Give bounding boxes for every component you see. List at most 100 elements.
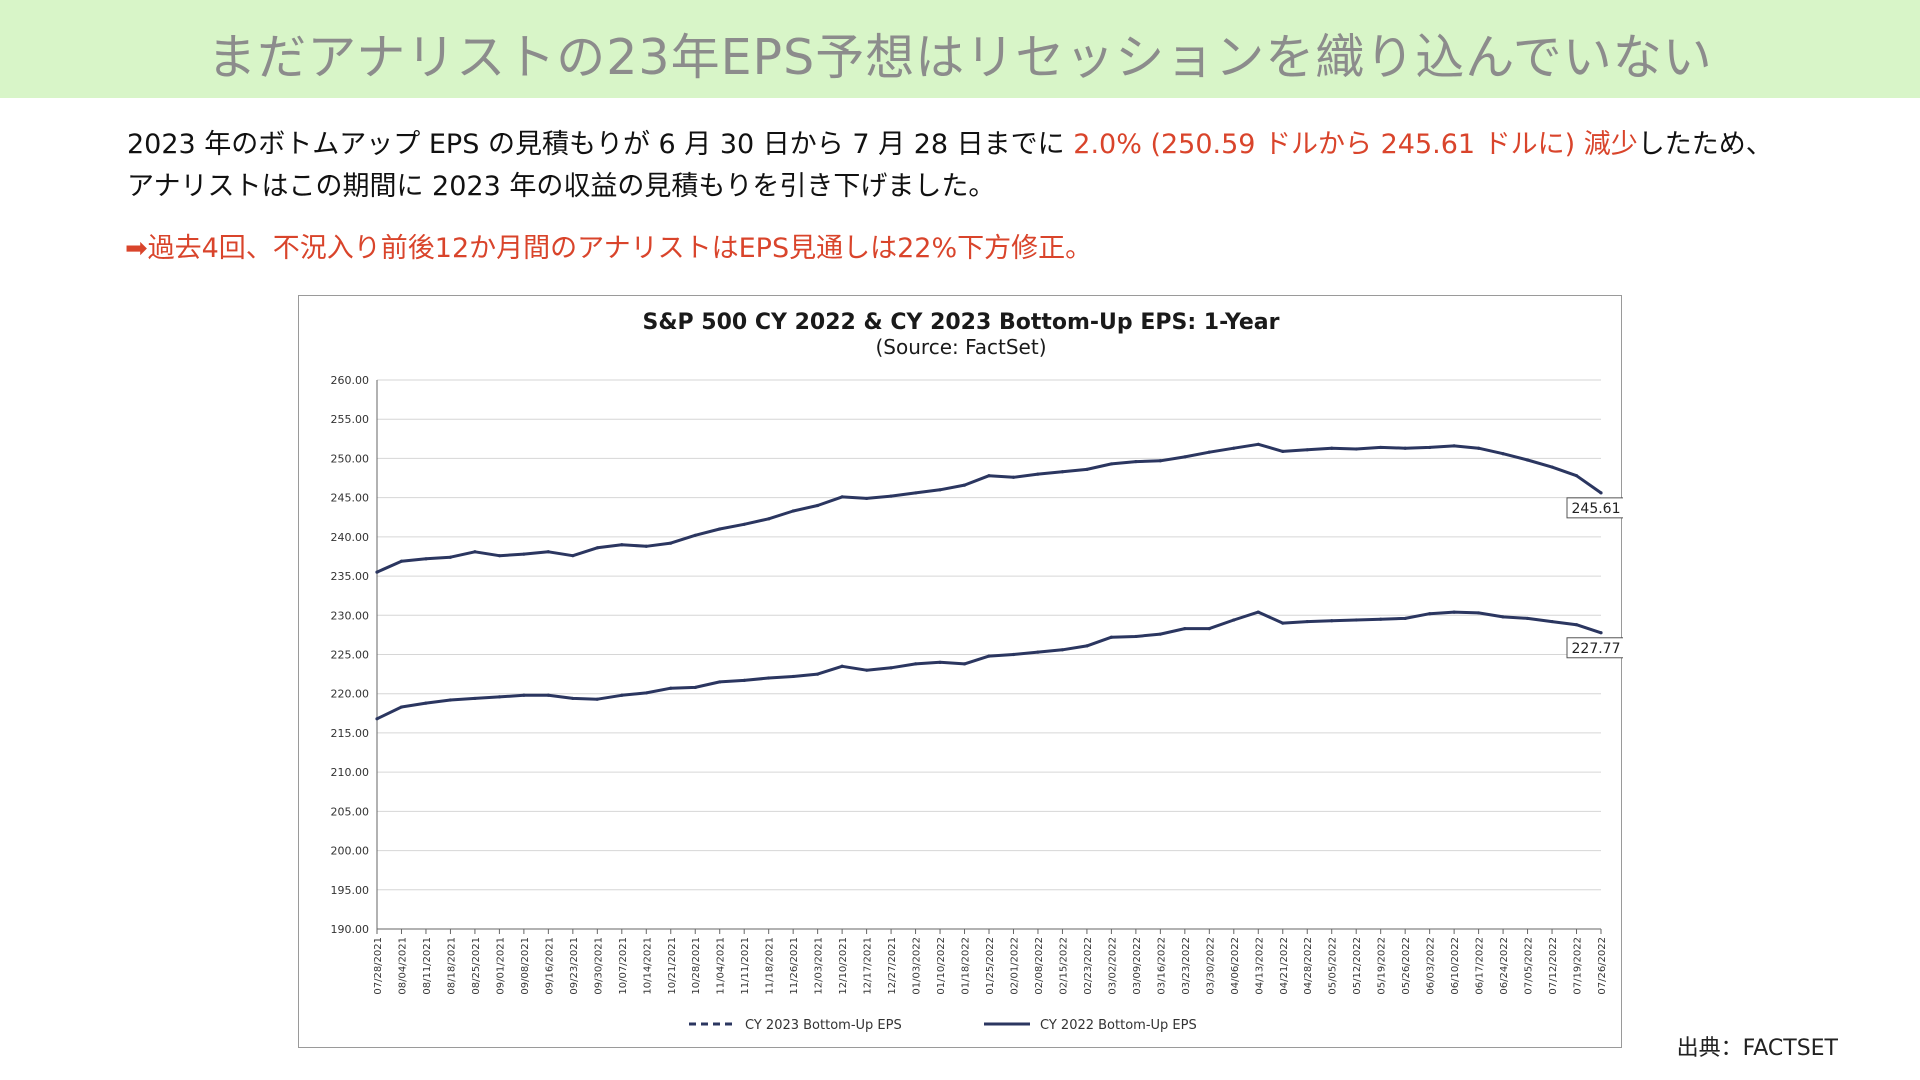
x-tick-label: 10/28/2021 bbox=[691, 937, 702, 995]
data-point bbox=[1158, 632, 1162, 636]
data-point bbox=[1232, 446, 1236, 450]
data-point bbox=[1060, 648, 1065, 652]
data-point bbox=[889, 666, 893, 670]
x-tick-label: 10/21/2021 bbox=[667, 937, 678, 995]
data-point bbox=[1305, 448, 1309, 452]
x-tick-label: 08/11/2021 bbox=[422, 937, 433, 995]
data-point bbox=[913, 662, 918, 666]
x-tick-label: 04/06/2022 bbox=[1230, 937, 1241, 995]
summary-text-b: したため、 bbox=[1637, 129, 1773, 160]
data-point bbox=[644, 544, 648, 548]
data-point bbox=[742, 678, 746, 682]
x-tick-label: 02/01/2022 bbox=[1009, 937, 1020, 995]
x-tick-label: 08/18/2021 bbox=[446, 937, 457, 995]
x-tick-label: 11/11/2021 bbox=[740, 937, 751, 995]
y-tick-label: 195.00 bbox=[331, 884, 370, 897]
legend-label: CY 2023 Bottom-Up EPS bbox=[745, 1018, 902, 1033]
data-point bbox=[1305, 619, 1309, 624]
y-tick-label: 255.00 bbox=[331, 413, 370, 426]
x-tick-label: 06/10/2022 bbox=[1450, 937, 1461, 995]
y-tick-label: 205.00 bbox=[331, 805, 370, 818]
data-point bbox=[889, 494, 893, 498]
data-point bbox=[742, 522, 746, 526]
data-point bbox=[791, 674, 795, 679]
data-point bbox=[375, 570, 379, 574]
summary-text-line2: アナリストはこの期間に 2023 年の収益の見積もりを引き下げました。 bbox=[127, 171, 996, 202]
data-point bbox=[1599, 491, 1603, 495]
y-tick-label: 190.00 bbox=[331, 923, 370, 936]
x-tick-label: 01/18/2022 bbox=[961, 937, 972, 995]
y-tick-label: 225.00 bbox=[331, 649, 370, 662]
data-point bbox=[473, 696, 477, 701]
x-tick-label: 02/08/2022 bbox=[1034, 937, 1045, 995]
y-tick-label: 220.00 bbox=[331, 688, 370, 701]
x-tick-label: 07/26/2022 bbox=[1597, 937, 1608, 995]
y-tick-label: 260.00 bbox=[331, 374, 370, 387]
data-point bbox=[595, 697, 599, 701]
summary-paragraph: 2023 年のボトムアップ EPS の見積もりが 6 月 30 日から 7 月 … bbox=[127, 124, 1847, 208]
x-tick-label: 01/25/2022 bbox=[985, 937, 996, 995]
data-point bbox=[1550, 619, 1554, 624]
data-point bbox=[1158, 459, 1162, 463]
x-tick-label: 01/10/2022 bbox=[936, 937, 947, 995]
x-tick-label: 12/10/2021 bbox=[838, 937, 849, 995]
data-point bbox=[987, 474, 991, 478]
data-point bbox=[1525, 616, 1530, 621]
data-point bbox=[718, 680, 722, 684]
data-point bbox=[1330, 446, 1334, 450]
data-point bbox=[1379, 617, 1383, 621]
data-point bbox=[669, 686, 673, 690]
data-point bbox=[1109, 462, 1113, 466]
data-point bbox=[987, 654, 991, 658]
data-point bbox=[840, 495, 844, 499]
x-tick-label: 10/14/2021 bbox=[642, 937, 653, 995]
data-point bbox=[718, 527, 722, 531]
data-point bbox=[375, 717, 379, 721]
data-point bbox=[1060, 470, 1065, 474]
x-tick-label: 08/04/2021 bbox=[397, 937, 408, 995]
data-point bbox=[497, 554, 501, 558]
data-point bbox=[1354, 447, 1358, 451]
data-point bbox=[1550, 465, 1554, 469]
x-tick-label: 03/23/2022 bbox=[1181, 937, 1192, 995]
y-tick-label: 240.00 bbox=[331, 531, 370, 544]
data-point bbox=[816, 503, 820, 508]
data-point bbox=[1403, 616, 1407, 621]
legend-label: CY 2022 Bottom-Up EPS bbox=[1040, 1018, 1197, 1033]
chart-title: S&P 500 CY 2022 & CY 2023 Bottom-Up EPS:… bbox=[642, 310, 1279, 335]
x-tick-label: 06/17/2022 bbox=[1475, 937, 1486, 995]
x-tick-label: 11/04/2021 bbox=[716, 937, 727, 995]
data-point bbox=[1501, 452, 1505, 456]
revision-note: ➡過去4回、不況入り前後12か月間のアナリストはEPS見通しは22%下方修正。 bbox=[125, 233, 1093, 264]
data-point bbox=[816, 672, 820, 676]
x-tick-label: 05/05/2022 bbox=[1328, 937, 1339, 995]
data-point bbox=[424, 557, 428, 561]
data-point bbox=[644, 691, 648, 695]
x-tick-label: 03/09/2022 bbox=[1132, 937, 1143, 995]
title-banner: まだアナリストの23年EPS予想はリセッションを織り込んでいない bbox=[0, 0, 1920, 98]
data-point bbox=[962, 662, 967, 666]
end-label-box bbox=[1566, 637, 1623, 659]
data-point bbox=[522, 552, 526, 556]
x-tick-label: 07/19/2022 bbox=[1573, 937, 1584, 995]
data-point bbox=[1574, 474, 1579, 478]
data-point bbox=[1134, 459, 1138, 464]
page-title: まだアナリストの23年EPS予想はリセッションを織り込んでいない bbox=[207, 29, 1713, 86]
end-label-box bbox=[1566, 497, 1623, 519]
data-point bbox=[693, 685, 697, 690]
data-point bbox=[571, 554, 575, 558]
data-point bbox=[1477, 446, 1481, 450]
data-point bbox=[448, 555, 453, 559]
data-point bbox=[1085, 467, 1089, 472]
data-point bbox=[1036, 650, 1040, 654]
x-tick-label: 03/16/2022 bbox=[1156, 937, 1167, 995]
data-point bbox=[1574, 623, 1579, 627]
x-tick-label: 09/23/2021 bbox=[569, 937, 580, 995]
data-point bbox=[546, 550, 550, 554]
y-tick-label: 235.00 bbox=[331, 570, 370, 583]
x-tick-label: 02/15/2022 bbox=[1058, 937, 1069, 995]
data-point bbox=[1452, 610, 1456, 614]
data-point bbox=[767, 517, 771, 521]
data-point bbox=[522, 693, 526, 697]
x-tick-label: 12/03/2021 bbox=[814, 937, 825, 995]
